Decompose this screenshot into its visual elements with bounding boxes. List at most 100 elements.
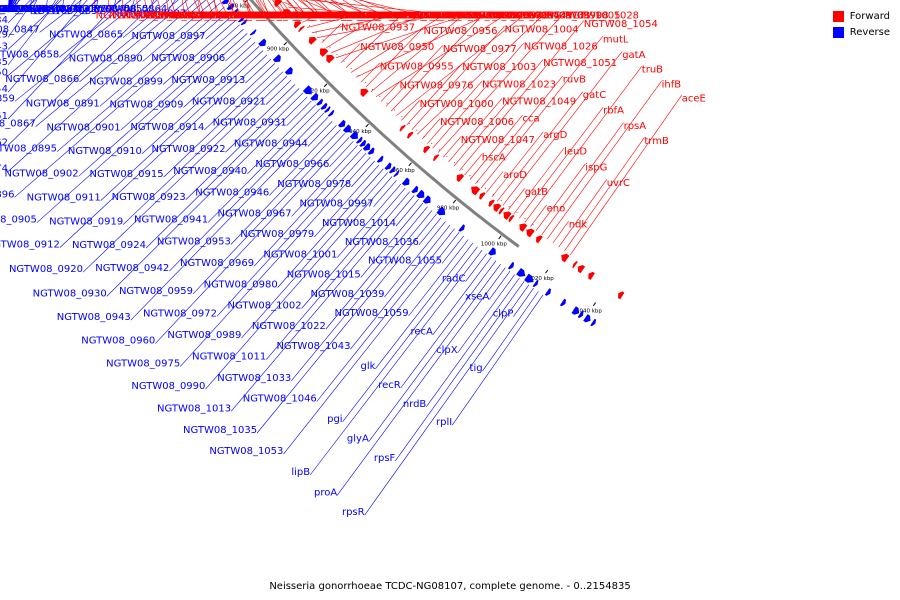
- reverse-gene-label: NGTW08_0796: [0, 4, 30, 15]
- reverse-leader-line: [360, 202, 424, 278]
- kbp-tick-label: 920 kbp: [307, 88, 330, 94]
- reverse-gene-label: NGTW08_0809: [0, 4, 46, 15]
- reverse-gene-arrow: [516, 268, 526, 277]
- forward-gene-label: NGTW08_1054: [584, 19, 658, 30]
- forward-leader-line: [558, 179, 607, 248]
- forward-leader-line: [513, 147, 565, 215]
- kbp-tick-label: 900 kbp: [267, 47, 290, 53]
- forward-swatch: [832, 10, 844, 22]
- reverse-gene-arrow: [362, 142, 371, 151]
- reverse-gene-arrow: [590, 318, 597, 327]
- forward-leader-line: [283, 1, 304, 13]
- forward-gene-label: NGTW08_0882: [361, 10, 435, 21]
- forward-leader-line: [262, 0, 268, 13]
- forward-gene-arrow: [423, 145, 431, 154]
- forward-gene-label: rbfA: [603, 106, 624, 117]
- inner-guide-ring: [285, 0, 535, 226]
- reverse-leader-line: [122, 71, 284, 225]
- reverse-gene-label: NGTW08_0902: [5, 168, 79, 179]
- forward-gene-arrow: [526, 228, 535, 238]
- forward-leader-line: [316, 11, 458, 38]
- forward-leader-line: [288, 6, 350, 13]
- reverse-leader-line: [14, 11, 229, 198]
- forward-gene-arrow: [493, 203, 502, 212]
- reverse-leader-line: [465, 253, 487, 282]
- forward-gene-label: NGTW08_0956: [424, 26, 498, 37]
- forward-gene-label: NGTW08_0937: [341, 22, 415, 33]
- reverse-gene-label: NGTW08_0833: [0, 4, 8, 15]
- reverse-gene-arrow: [384, 162, 392, 170]
- reverse-gene-label: NGTW08_1011: [192, 352, 266, 363]
- forward-gene-label: NGTW08_0792: [161, 10, 235, 21]
- reverse-leader-line: [269, 125, 337, 196]
- forward-gene-label: NGTW08_0863: [184, 10, 258, 21]
- reverse-leader-line: [457, 274, 515, 354]
- forward-gene-arrow: [471, 186, 481, 196]
- forward-gene-label: NGTW08_1049: [502, 97, 576, 108]
- forward-gene-arrow: [479, 192, 486, 200]
- reverse-gene-label: NGTW08_0862: [0, 137, 8, 148]
- forward-gene-label: NGTW08_0894: [392, 10, 466, 21]
- reverse-leader-line: [316, 228, 455, 402]
- reverse-leader-line: [325, 206, 428, 330]
- reverse-gene-label: NGTW08_0778: [0, 4, 8, 15]
- reverse-leader-line: [82, 75, 288, 273]
- forward-gene-arrow: [320, 48, 329, 57]
- forward-leader-line: [569, 95, 682, 256]
- kbp-tick-label: 1000 kbp: [481, 241, 507, 247]
- reverse-gene-arrow: [411, 185, 419, 194]
- forward-gene-arrow: [308, 36, 317, 45]
- forward-gene-arrow: [498, 207, 505, 215]
- reverse-gene-arrow: [327, 109, 335, 117]
- forward-gene-label: NGTW08_0918: [378, 10, 452, 21]
- reverse-gene-label: NGTW08_1036: [345, 237, 419, 248]
- reverse-gene-label: NGTW08_0834: [0, 15, 8, 26]
- reverse-leader-line: [336, 267, 506, 496]
- reverse-gene-label: NGTW08_0826: [0, 4, 8, 15]
- reverse-leader-line: [441, 235, 464, 264]
- reverse-gene-label: NGTW08_0895: [0, 144, 57, 155]
- forward-gene-label: NGTW08_0903: [268, 10, 342, 21]
- forward-leader-line: [491, 131, 544, 198]
- forward-gene-label: gatB: [525, 187, 548, 198]
- leader-layer: [7, 0, 682, 516]
- forward-gene-label: rpsA: [624, 121, 647, 132]
- reverse-gene-label: NGTW08_0829: [0, 30, 8, 41]
- forward-gene-label: NGTW08_0948: [475, 10, 549, 21]
- forward-gene-label: NGTW08_0837: [203, 10, 277, 21]
- reverse-leader-line: [309, 250, 483, 476]
- reverse-gene-label: NGTW08_0806: [0, 4, 8, 15]
- forward-leader-line: [508, 188, 525, 210]
- reverse-gene-label: NGTW08_0912: [0, 240, 60, 251]
- forward-gene-label: NGTW08_1026: [524, 42, 598, 53]
- forward-gene-label: NGTW08_0886: [377, 10, 451, 21]
- reverse-gene-arrow: [583, 314, 591, 323]
- forward-leader-line: [411, 25, 505, 131]
- reverse-gene-label: xseA: [465, 291, 489, 302]
- forward-leader-line: [302, 0, 333, 13]
- kbp-tick-label: 980 kbp: [437, 205, 460, 211]
- forward-gene-label: NGTW08_0838: [254, 10, 328, 21]
- forward-leader-line: [298, 0, 315, 13]
- forward-gene-label: NGTW08_0776: [251, 10, 325, 21]
- reverse-gene-arrow: [436, 206, 446, 216]
- forward-leader-line: [406, 63, 463, 126]
- reverse-gene-arrow: [342, 124, 351, 133]
- forward-leader-line: [370, 11, 468, 93]
- forward-gene-label: NGTW08_0889: [298, 10, 372, 21]
- kbp-tick-label: 940 kbp: [349, 129, 372, 135]
- reverse-leader-line: [36, 33, 248, 223]
- reverse-gene-label: NGTW08_0931: [213, 118, 287, 129]
- reverse-leader-line: [7, 0, 62, 50]
- forward-gene-label: ruvB: [563, 74, 586, 85]
- reverse-leader-line: [207, 108, 320, 223]
- reverse-gene-label: NGTW08_0787: [0, 4, 8, 15]
- reverse-leader-line: [230, 129, 341, 245]
- reverse-leader-line: [307, 121, 333, 147]
- reverse-gene-label: NGTW08_0857: [30, 6, 104, 17]
- reverse-gene-label: NGTW08_0824: [0, 4, 31, 15]
- reverse-gene-arrow: [338, 119, 346, 128]
- reverse-gene-label: NGTW08_0967: [218, 208, 292, 219]
- reverse-leader-line: [179, 156, 371, 367]
- forward-leader-line: [375, 11, 511, 97]
